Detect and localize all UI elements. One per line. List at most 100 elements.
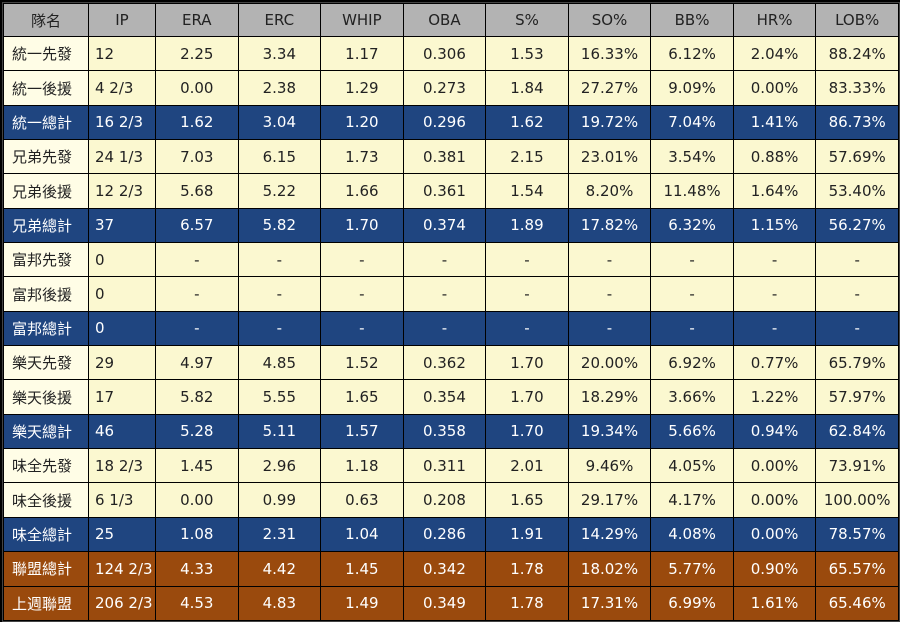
cell-s-pct: -: [486, 277, 568, 311]
cell-whip: 1.52: [321, 346, 403, 380]
cell-era: 4.53: [156, 586, 238, 620]
cell-so-pct: 8.20%: [568, 174, 651, 208]
cell-team: 兄弟先發: [4, 140, 88, 174]
cell-s-pct: 1.84: [486, 71, 568, 105]
cell-ip: 12 2/3: [89, 174, 155, 208]
cell-so-pct: 17.82%: [568, 208, 651, 243]
cell-hr-pct: 1.61%: [733, 586, 816, 620]
cell-bb-pct: 3.54%: [651, 140, 733, 174]
cell-lob-pct: 83.33%: [816, 71, 898, 105]
cell-oba: -: [403, 311, 486, 346]
cell-oba: 0.349: [403, 586, 486, 620]
cell-whip: 1.57: [321, 414, 403, 449]
cell-bb-pct: -: [651, 311, 733, 346]
cell-lob-pct: 100.00%: [816, 483, 898, 517]
cell-oba: 0.306: [403, 37, 486, 71]
cell-erc: 5.82: [238, 208, 321, 243]
pitching-stats-table: 隊名 IP ERA ERC WHIP OBA S% SO% BB% HR% LO…: [3, 3, 899, 621]
cell-s-pct: 1.70: [486, 414, 568, 449]
cell-erc: 3.34: [238, 37, 321, 71]
cell-team: 樂天後援: [4, 380, 88, 414]
cell-hr-pct: 0.90%: [733, 552, 816, 586]
cell-hr-pct: 0.00%: [733, 71, 816, 105]
cell-team: 兄弟後援: [4, 174, 88, 208]
cell-era: 5.68: [156, 174, 238, 208]
cell-era: 4.97: [156, 346, 238, 380]
cell-whip: 1.17: [321, 37, 403, 71]
cell-erc: 2.96: [238, 449, 321, 483]
cell-lob-pct: -: [816, 243, 898, 277]
cell-team: 統一總計: [4, 105, 88, 140]
cell-whip: -: [321, 311, 403, 346]
cell-whip: 0.63: [321, 483, 403, 517]
cell-ip: 12: [89, 37, 155, 71]
col-header-bb-pct: BB%: [651, 4, 733, 36]
col-header-hr-pct: HR%: [733, 4, 816, 36]
cell-lob-pct: 57.69%: [816, 140, 898, 174]
table-row: 樂天後援 17 5.82 5.55 1.65 0.354 1.70 18.29% 3.66% 1.…: [4, 380, 898, 414]
cell-bb-pct: 9.09%: [651, 71, 733, 105]
table-row: 味全先發 18 2/3 1.45 2.96 1.18 0.311 2.01 9.46% 4.05…: [4, 449, 898, 483]
cell-erc: -: [238, 311, 321, 346]
cell-oba: -: [403, 243, 486, 277]
cell-ip: 24 1/3: [89, 140, 155, 174]
cell-bb-pct: -: [651, 277, 733, 311]
cell-whip: 1.49: [321, 586, 403, 620]
cell-team: 富邦總計: [4, 311, 88, 346]
cell-so-pct: 17.31%: [568, 586, 651, 620]
cell-s-pct: 2.15: [486, 140, 568, 174]
cell-team: 富邦後援: [4, 277, 88, 311]
cell-bb-pct: 5.77%: [651, 552, 733, 586]
cell-era: 4.33: [156, 552, 238, 586]
cell-lob-pct: 62.84%: [816, 414, 898, 449]
cell-s-pct: 1.78: [486, 552, 568, 586]
cell-whip: 1.45: [321, 552, 403, 586]
cell-lob-pct: 57.97%: [816, 380, 898, 414]
cell-era: -: [156, 243, 238, 277]
cell-whip: 1.20: [321, 105, 403, 140]
cell-so-pct: 9.46%: [568, 449, 651, 483]
cell-erc: 4.42: [238, 552, 321, 586]
cell-lob-pct: 88.24%: [816, 37, 898, 71]
cell-bb-pct: 6.12%: [651, 37, 733, 71]
cell-s-pct: 1.53: [486, 37, 568, 71]
cell-erc: 4.83: [238, 586, 321, 620]
cell-hr-pct: 0.00%: [733, 483, 816, 517]
cell-lob-pct: 65.57%: [816, 552, 898, 586]
cell-lob-pct: -: [816, 311, 898, 346]
cell-erc: -: [238, 243, 321, 277]
team-total-row: 富邦總計 0- - - - - - - - -: [4, 311, 898, 346]
cell-s-pct: 1.65: [486, 483, 568, 517]
cell-oba: -: [403, 277, 486, 311]
cell-team: 富邦先發: [4, 243, 88, 277]
col-header-erc: ERC: [238, 4, 321, 36]
cell-hr-pct: -: [733, 311, 816, 346]
cell-ip: 18 2/3: [89, 449, 155, 483]
cell-oba: 0.273: [403, 71, 486, 105]
cell-so-pct: 27.27%: [568, 71, 651, 105]
cell-team: 兄弟總計: [4, 208, 88, 243]
table-row: 統一後援 4 2/3 0.00 2.38 1.29 0.273 1.84 27.27% 9.09…: [4, 71, 898, 105]
table-row: 樂天先發 29 4.97 4.85 1.52 0.362 1.70 20.00% 6.92% 0.…: [4, 346, 898, 380]
cell-erc: 5.22: [238, 174, 321, 208]
cell-so-pct: 19.72%: [568, 105, 651, 140]
cell-so-pct: -: [568, 243, 651, 277]
cell-whip: 1.73: [321, 140, 403, 174]
cell-hr-pct: 1.64%: [733, 174, 816, 208]
cell-s-pct: 1.54: [486, 174, 568, 208]
cell-oba: 0.374: [403, 208, 486, 243]
cell-team: 統一後援: [4, 71, 88, 105]
col-header-oba: OBA: [403, 4, 486, 36]
cell-ip: 0: [89, 277, 155, 311]
cell-oba: 0.286: [403, 517, 486, 552]
cell-oba: 0.296: [403, 105, 486, 140]
cell-ip: 4 2/3: [89, 71, 155, 105]
cell-lob-pct: 65.46%: [816, 586, 898, 620]
cell-lob-pct: -: [816, 277, 898, 311]
cell-hr-pct: 2.04%: [733, 37, 816, 71]
cell-s-pct: 1.62: [486, 105, 568, 140]
cell-team: 聯盟總計: [4, 552, 88, 586]
cell-s-pct: 1.78: [486, 586, 568, 620]
cell-era: 1.62: [156, 105, 238, 140]
cell-ip: 206 2/3: [89, 586, 155, 620]
